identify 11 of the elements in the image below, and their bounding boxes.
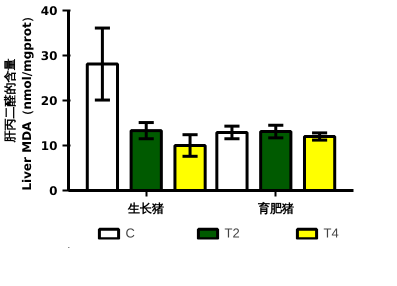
y-tick-label: 20 (40, 94, 58, 108)
y-tick-label: 10 (40, 139, 58, 153)
legend-label: T2 (224, 226, 241, 240)
y-tick-label: 0 (49, 184, 58, 198)
legend-label: C (126, 226, 136, 240)
legend-label: T4 (324, 226, 340, 240)
y-axis-title: 肝丙二醛的含量 Liver MDA（nmol/mgprot） (3, 10, 34, 191)
y-tick-label: 40 (40, 4, 58, 18)
x-tick-label: 育肥猪 (256, 202, 294, 216)
x-tick-label: 生长猪 (127, 202, 164, 216)
y-tick-label: 30 (40, 49, 58, 63)
